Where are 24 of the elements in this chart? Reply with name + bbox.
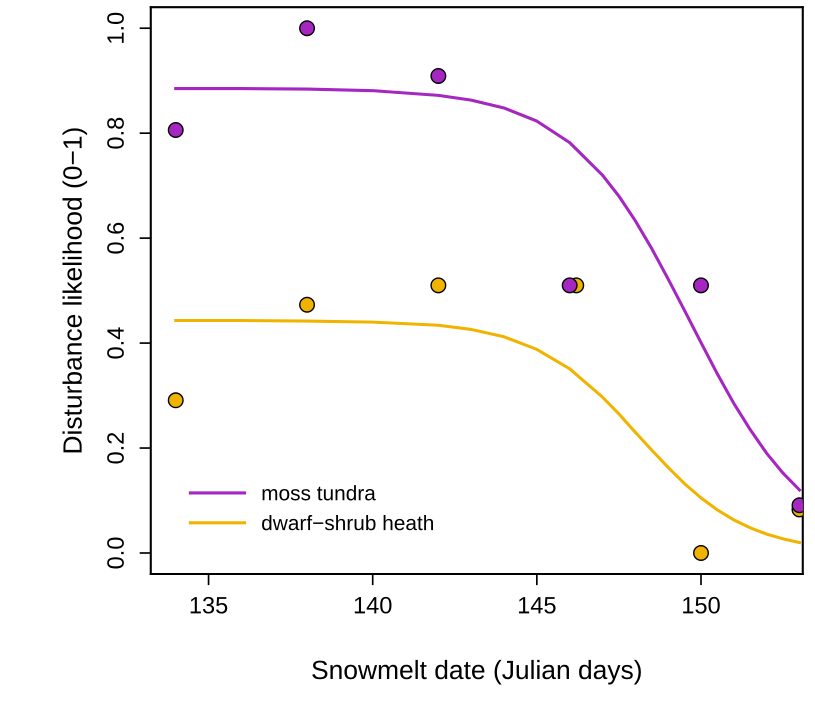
- point: [562, 277, 578, 294]
- point: [430, 277, 446, 294]
- y-axis-title: Disturbance likelihood (0−1): [62, 128, 88, 452]
- point: [693, 277, 709, 294]
- legend-label: dwarf−shrub heath: [262, 514, 433, 530]
- x-tick-label: 145: [518, 597, 556, 614]
- point: [430, 68, 446, 84]
- point: [299, 20, 316, 36]
- y-tick-label: 0.0: [107, 538, 124, 568]
- point: [299, 296, 316, 313]
- y-tick-label: 0.6: [107, 222, 124, 254]
- y-tick-label: 0.2: [107, 432, 124, 464]
- point: [693, 545, 709, 561]
- y-tick-label: 0.8: [107, 118, 124, 149]
- y-tick-label: 1.0: [107, 12, 124, 43]
- point: [168, 122, 184, 138]
- point: [168, 392, 184, 408]
- x-tick-label: 150: [683, 596, 720, 614]
- x-tick-label: 135: [190, 596, 228, 614]
- x-tick-label: 140: [354, 596, 392, 614]
- y-tick-label: 0.4: [107, 327, 124, 359]
- x-axis-title: Snowmelt date (Julian days): [312, 660, 641, 684]
- line-series: [174, 318, 802, 544]
- legend-label: moss tundra: [262, 485, 376, 500]
